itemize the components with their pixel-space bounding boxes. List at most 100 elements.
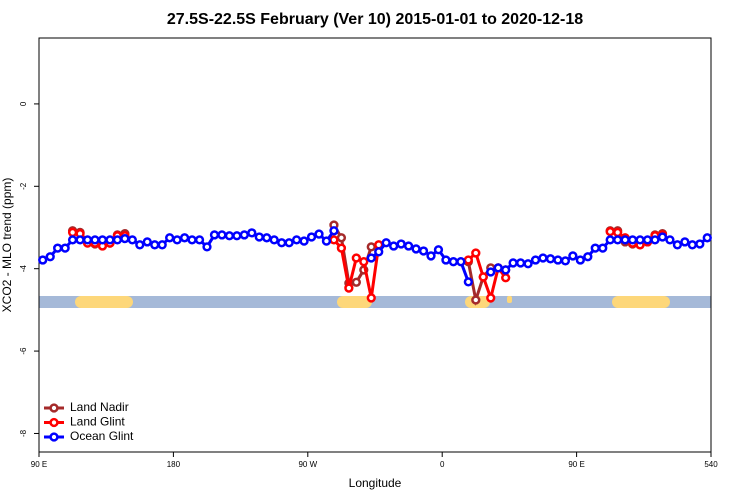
data-point [299,236,309,246]
data-point [157,240,167,250]
data-point [613,227,623,238]
data-point [336,233,347,243]
data-point [411,244,421,254]
data-point [321,236,332,246]
data-point [254,232,264,242]
y-tick-label: -4 [19,265,28,273]
data-point [329,235,339,245]
data-point [702,233,712,243]
data-point [515,258,526,268]
plot-frame [38,37,712,453]
data-point [262,233,272,243]
data-point [687,240,697,250]
x-axis-label: Longitude [349,476,402,490]
legend-marker [49,403,59,413]
chart-title: 27.5S-22.5S February (Ver 10) 2015-01-01… [167,11,583,28]
data-point [665,235,675,245]
data-point [90,235,100,245]
data-point [403,241,414,251]
data-point [150,240,160,250]
data-point [314,229,324,239]
data-point [67,235,78,245]
data-point [418,246,429,256]
data-point [605,226,615,237]
data-point [635,235,645,245]
legend-label: Land Glint [70,415,125,429]
data-point [329,226,339,236]
data-point [471,248,481,258]
data-point [172,235,182,245]
data-point [493,263,503,273]
data-point [45,252,55,262]
y-axis-label: XCO2 - MLO trend (ppm) [0,178,14,313]
data-point [575,255,585,265]
data-point [247,228,257,238]
y-tick-label: 0 [19,101,28,106]
data-point [568,251,578,261]
data-point [142,237,152,247]
data-point [389,241,399,251]
data-point [344,283,354,293]
data-point [366,253,376,263]
x-tick-label: 540 [704,460,718,469]
data-point [613,235,623,245]
data-point [75,235,85,245]
ocean-strip [39,296,711,308]
data-point [553,255,563,265]
x-tick-label: 90 E [568,460,584,469]
data-point [209,230,220,240]
land-strip [507,296,512,303]
data-point [202,242,212,252]
data-point [277,238,287,248]
data-point [650,235,660,245]
data-point [194,235,205,245]
data-point [501,273,511,283]
data-point [672,240,683,250]
data-point [478,272,488,282]
data-point [545,254,556,264]
y-tick-label: -6 [19,347,28,355]
data-point [680,237,690,247]
data-point [590,243,600,253]
data-point [67,227,78,238]
data-point [508,258,518,268]
data-point [127,235,137,245]
x-tick-label: 0 [440,460,445,469]
data-point [179,233,190,243]
data-point [620,235,630,245]
data-point [463,277,473,287]
data-point [187,235,197,245]
data-point [583,252,593,262]
data-point [642,235,653,245]
legend-label: Land Nadir [70,400,129,414]
land-strip [75,296,133,308]
data-point [523,259,533,269]
land-strip [337,296,372,308]
data-point [560,256,571,266]
data-point [239,230,249,240]
data-point [374,247,384,257]
legend-marker [49,417,59,428]
data-point [381,238,391,248]
y-tick-label: -8 [19,429,28,437]
data-point [366,293,376,303]
data-point [97,235,108,245]
data-point [82,235,93,245]
data-point [530,255,541,265]
data-point [441,255,451,265]
surface-strip [39,296,711,308]
data-point [627,235,638,245]
data-point [284,238,294,248]
data-point [538,253,548,263]
data-point [448,257,459,267]
data-point [598,243,608,253]
data-point [336,243,347,253]
data-point [486,293,496,303]
data-point [224,231,235,241]
data-point [38,255,48,265]
data-point [120,233,130,244]
x-tick-label: 90 W [298,460,317,469]
data-point [135,240,145,250]
data-point [105,235,115,245]
